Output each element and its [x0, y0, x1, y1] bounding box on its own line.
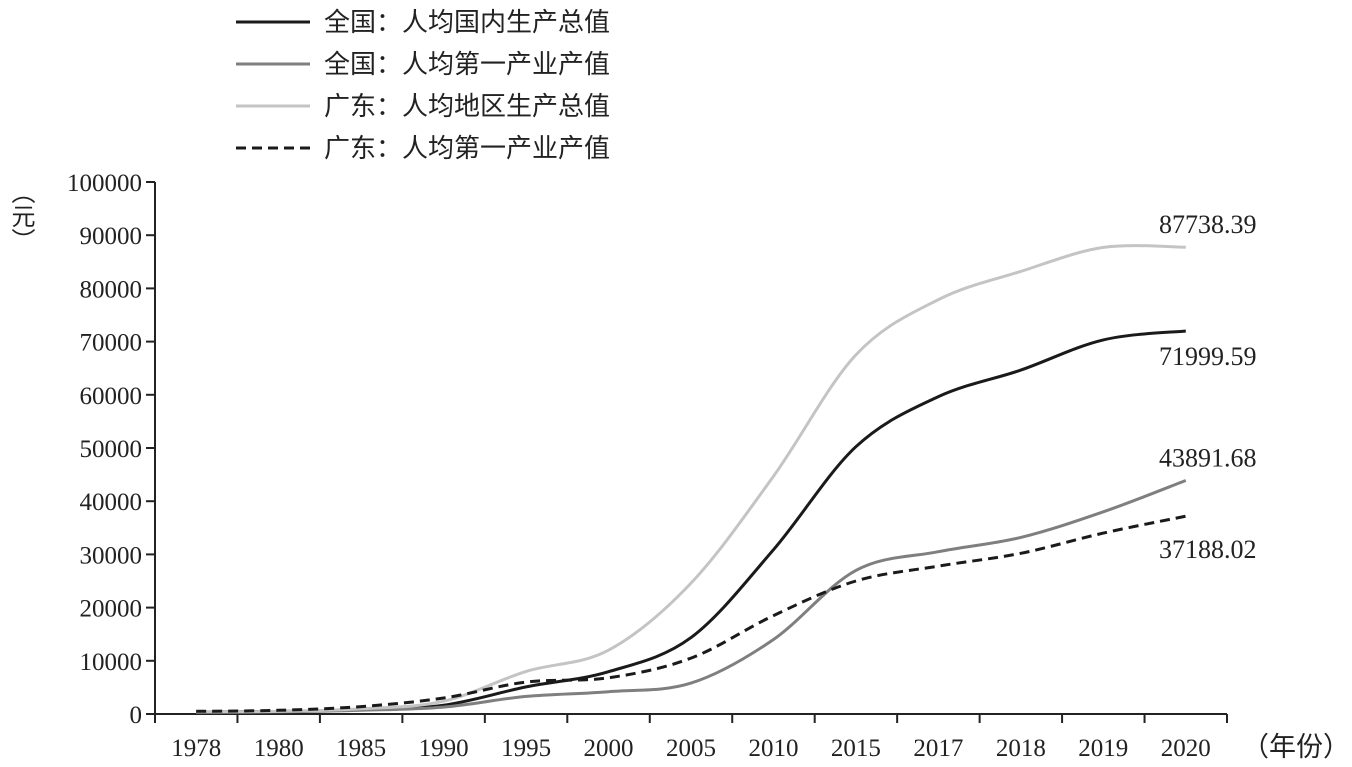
x-tick-label: 1990 — [419, 735, 469, 762]
x-axis: 1978 1980 1985 1990 1995 2000 2005 2010 2015 2017… — [154, 713, 1350, 762]
end-value-label: 71999.59 — [1159, 342, 1257, 371]
y-tick-label: 50000 — [80, 436, 143, 463]
end-value-label: 37188.02 — [1159, 535, 1257, 564]
end-value-labels: 71999.59 43891.68 87738.39 37188.02 — [1159, 210, 1257, 564]
x-tick-label: 2018 — [996, 735, 1046, 762]
x-tick-label: 1985 — [336, 735, 386, 762]
x-axis-title: （年份） — [1242, 732, 1350, 762]
x-tick-label: 2015 — [831, 735, 881, 762]
x-tick-label: 2005 — [666, 735, 716, 762]
x-tick-label: 2010 — [748, 735, 798, 762]
y-tick-label: 60000 — [80, 383, 143, 410]
y-axis: 0 10000 20000 30000 40000 50000 60000 70000 8000… — [67, 170, 156, 729]
x-tick-label: 2019 — [1078, 735, 1128, 762]
legend-label: 全国：人均第一产业产值 — [324, 50, 610, 79]
y-tick-label: 90000 — [80, 223, 143, 250]
y-tick-label: 40000 — [80, 489, 143, 516]
x-tick-label: 1980 — [254, 735, 304, 762]
plot-area — [196, 244, 1187, 714]
x-tick-label: 2020 — [1161, 735, 1211, 762]
series-line-guangdong-gdp-per-capita — [196, 244, 1186, 714]
series-line-national-primary-industry-per-capita — [196, 479, 1187, 714]
y-tick-label: 30000 — [80, 542, 143, 569]
y-tick-label: 20000 — [80, 596, 143, 623]
y-tick-label: 80000 — [80, 276, 143, 303]
x-tick-label: 2000 — [584, 735, 634, 762]
y-tick-label: 10000 — [80, 649, 143, 676]
x-tick-label: 1978 — [171, 735, 221, 762]
series-line-guangdong-primary-industry-per-capita — [196, 514, 1187, 713]
legend: 全国：人均国内生产总值全国：人均第一产业产值广东：人均地区生产总值广东：人均第一… — [236, 8, 610, 163]
legend-label: 广东：人均地区生产总值 — [324, 92, 610, 121]
y-tick-label: 100000 — [67, 170, 142, 197]
y-tick-label: 0 — [130, 702, 143, 729]
series-line-national-gdp-per-capita — [196, 329, 1186, 714]
x-tick-label: 2017 — [913, 735, 963, 762]
y-axis-unit-label: （元） — [7, 180, 35, 252]
y-tick-label: 70000 — [80, 330, 143, 357]
end-value-label: 43891.68 — [1159, 443, 1257, 472]
legend-label: 全国：人均国内生产总值 — [324, 8, 610, 37]
end-value-label: 87738.39 — [1159, 210, 1257, 239]
legend-label: 广东：人均第一产业产值 — [324, 134, 610, 163]
x-tick-label: 1995 — [501, 735, 551, 762]
